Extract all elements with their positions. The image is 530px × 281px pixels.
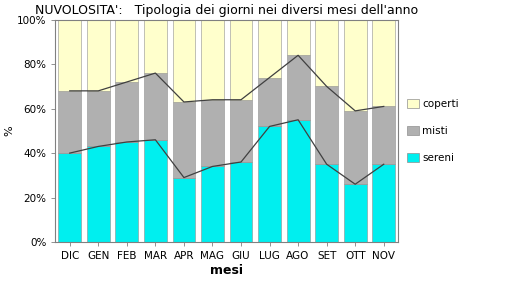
Bar — [116, 20, 138, 82]
Bar — [229, 162, 252, 242]
Bar — [116, 142, 138, 242]
Y-axis label: %: % — [4, 126, 14, 136]
Bar — [144, 20, 167, 73]
Bar — [344, 111, 367, 184]
Bar — [172, 178, 196, 242]
Legend: coperti, misti, sereni: coperti, misti, sereni — [407, 99, 459, 163]
Bar — [116, 82, 138, 142]
Title: NUVOLOSITA':   Tipologia dei giorni nei diversi mesi dell'anno: NUVOLOSITA': Tipologia dei giorni nei di… — [35, 4, 418, 17]
Bar — [172, 20, 196, 102]
Bar — [229, 100, 252, 162]
Bar — [229, 20, 252, 100]
Bar — [287, 55, 310, 120]
Bar — [58, 153, 81, 242]
Bar — [344, 184, 367, 242]
Bar — [315, 87, 338, 164]
Bar — [344, 20, 367, 111]
Bar — [258, 126, 281, 242]
Bar — [373, 106, 395, 164]
Bar — [87, 91, 110, 146]
Bar — [258, 78, 281, 126]
Bar — [373, 20, 395, 106]
Bar — [201, 166, 224, 242]
Bar — [287, 120, 310, 242]
Bar — [58, 20, 81, 91]
Bar — [87, 20, 110, 91]
Bar — [315, 164, 338, 242]
Bar — [87, 146, 110, 242]
Bar — [201, 20, 224, 100]
Bar — [373, 164, 395, 242]
Bar — [287, 20, 310, 55]
Bar — [58, 91, 81, 153]
X-axis label: mesi: mesi — [210, 264, 243, 277]
Bar — [172, 102, 196, 178]
Bar — [315, 20, 338, 87]
Bar — [144, 73, 167, 140]
Bar — [144, 140, 167, 242]
Bar — [258, 20, 281, 78]
Bar — [201, 100, 224, 166]
